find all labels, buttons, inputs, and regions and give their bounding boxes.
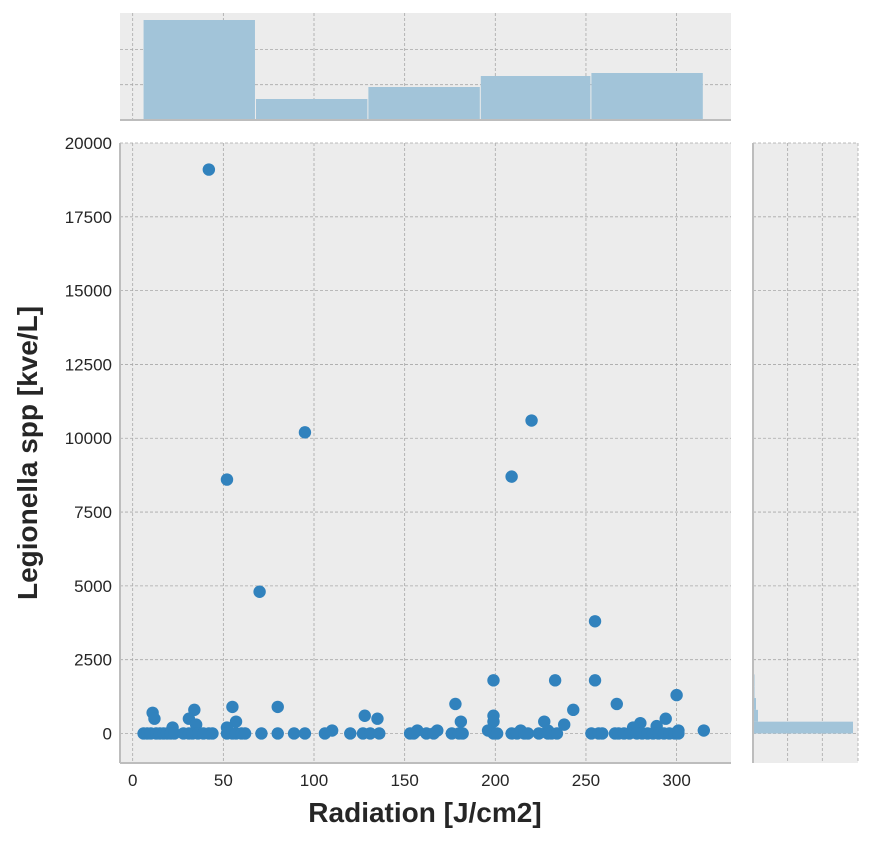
scatter-point [371,712,384,725]
top-marginal [120,13,731,121]
scatter-point [596,727,609,740]
scatter-point [427,727,440,740]
scatter-point [220,473,234,486]
x-axis-title: Radiation [J/cm2] [308,797,541,828]
scatter-point [298,426,312,439]
scatter-point [672,727,685,740]
scatter-point [373,727,386,740]
scatter-point [271,700,284,714]
scatter-point [364,727,377,740]
scatter-point [318,727,332,740]
scatter-point [532,727,546,740]
scatter-point [659,712,672,725]
scatter-point [287,727,301,740]
top-histogram-bar [480,76,591,120]
scatter-point [168,727,181,740]
scatter-point [487,715,500,728]
scatter-point [188,703,201,717]
y-tick-label: 7500 [74,503,112,522]
right-marginal-grid [753,142,859,763]
y-tick-label: 0 [103,724,112,743]
y-tick-label: 15000 [65,282,112,301]
top-histogram-bar [143,20,255,120]
x-tick-labels: 0 50 100 150 200 250 300 [128,771,691,790]
right-marginal-background [753,143,858,763]
scatter-point [344,727,357,740]
scatter-point [505,470,518,483]
x-tick-label: 0 [128,771,137,790]
scatter-panel: 0 50 100 150 200 250 300 0 2500 5000 7500 10000 125… [65,134,731,790]
scatter-point [610,697,623,711]
scatter-point [588,615,602,628]
scatter-background [120,143,731,763]
scatter-point [521,727,535,740]
y-axis-title: Legionella spp [kve/L] [12,306,43,600]
right-histogram-bar [753,721,853,734]
scatter-point [298,727,312,740]
x-tick-label: 300 [662,771,690,790]
scatter-point [670,688,683,702]
scatter-points [137,163,711,740]
scatter-point [588,674,602,687]
y-tick-label: 2500 [74,651,112,670]
y-tick-label: 5000 [74,577,112,596]
x-tick-label: 100 [300,771,328,790]
scatter-point [358,709,371,722]
top-marginal-bars [143,20,703,120]
scatter-point [271,727,284,740]
top-histogram-bar [591,73,703,120]
scatter-point [148,712,161,725]
y-tick-label: 17500 [65,208,112,227]
top-histogram-bar [368,87,480,120]
scatter-point [567,703,580,717]
x-tick-label: 200 [481,771,509,790]
scatter-point [226,700,239,714]
x-tick-label: 50 [214,771,233,790]
scatter-point [525,414,538,427]
scatter-point [454,715,468,728]
y-tick-label: 20000 [65,134,112,153]
y-tick-labels: 0 2500 5000 7500 10000 12500 15000 17500 20000 [65,134,112,743]
y-tick-label: 12500 [65,355,112,374]
scatter-point [229,715,243,728]
scatter-point [548,674,562,687]
scatter-point [456,727,469,740]
scatter-point [255,727,268,740]
y-tick-label: 10000 [65,429,112,448]
x-tick-label: 250 [572,771,600,790]
scatter-point [557,718,571,731]
scatter-point [550,727,564,740]
right-histogram-bar [753,698,756,710]
x-tick-label: 150 [390,771,418,790]
scatter-point [407,727,420,740]
scatter-point [697,724,711,737]
right-histogram-bar [753,709,758,722]
scatter-point [238,727,252,740]
scatter-point [487,674,500,687]
scatter-point [449,697,462,711]
scatter-point [202,163,216,176]
scatter-point [253,585,266,598]
right-marginal [752,142,859,763]
scatter-point [490,727,504,740]
scatter-point [206,727,219,740]
top-histogram-bar [255,99,368,120]
